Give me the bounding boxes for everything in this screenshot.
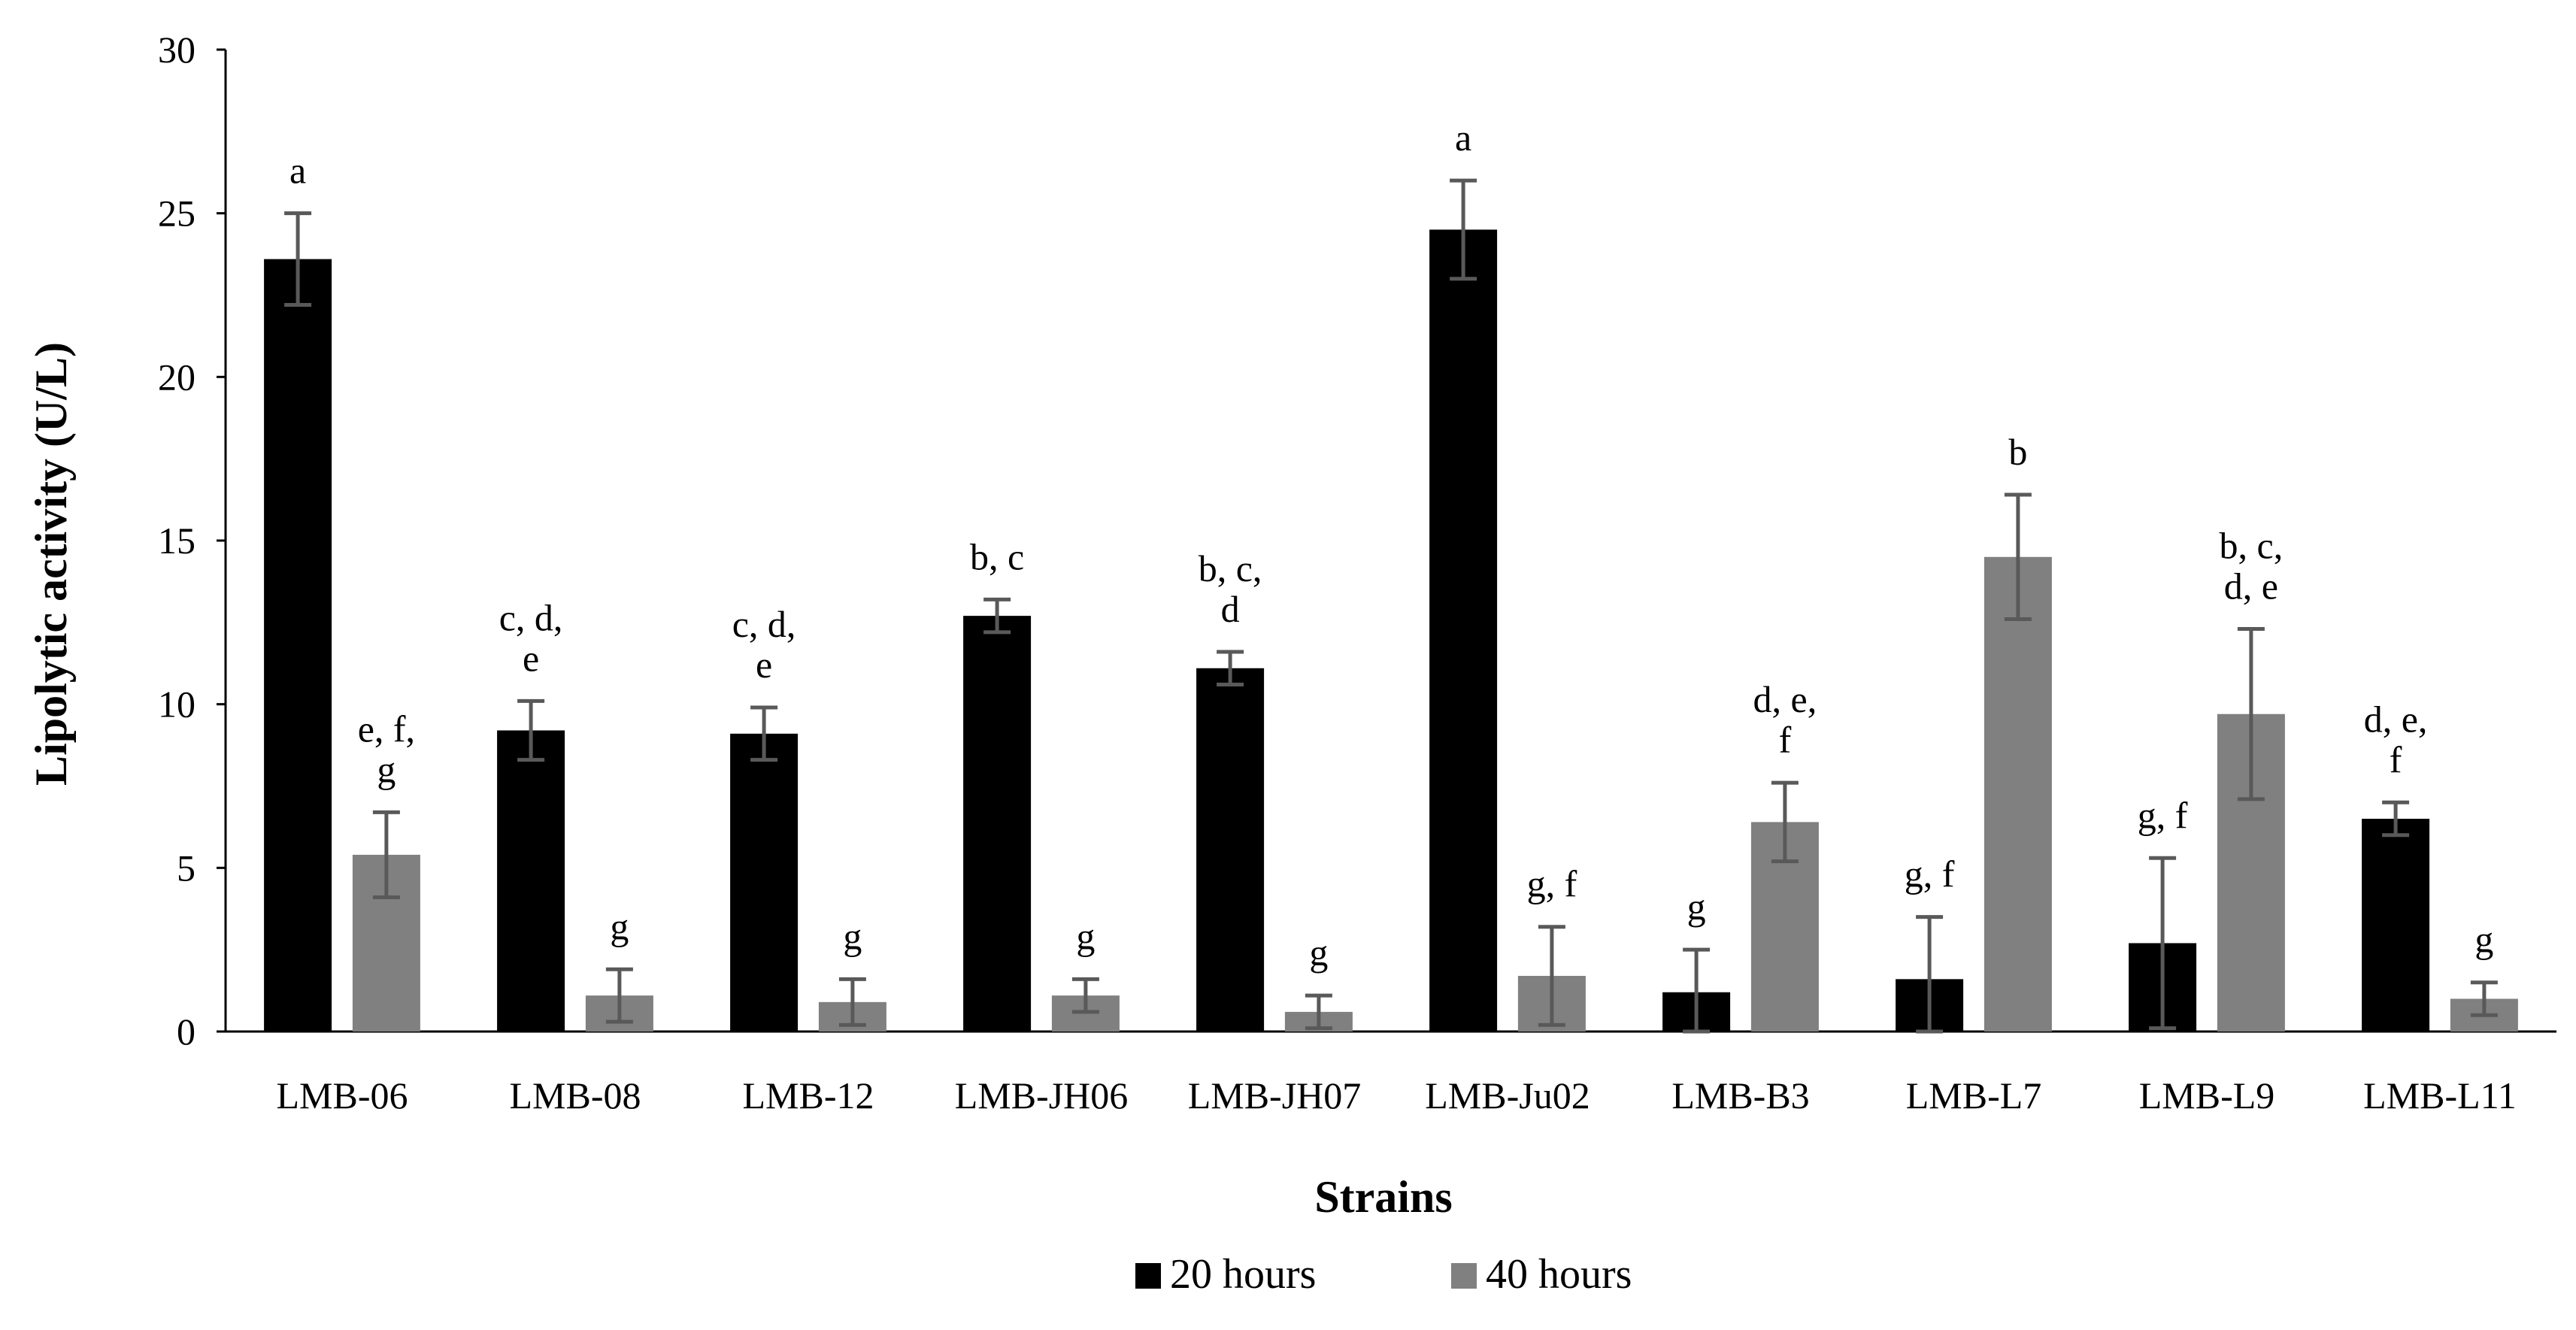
significance-label: f bbox=[1779, 719, 1792, 761]
x-tick-label: LMB-Ju02 bbox=[1425, 1074, 1590, 1116]
significance-label: a bbox=[1455, 117, 1471, 159]
y-tick-label: 20 bbox=[158, 356, 195, 398]
significance-label: g bbox=[377, 748, 395, 790]
significance-label: c, d, bbox=[732, 603, 796, 645]
significance-label: a bbox=[289, 150, 306, 192]
significance-label: d, e bbox=[2224, 565, 2278, 607]
y-tick-label: 30 bbox=[158, 29, 195, 71]
significance-label: d, e, bbox=[1753, 678, 1817, 720]
x-tick-label: LMB-L9 bbox=[2139, 1074, 2275, 1116]
bar bbox=[497, 730, 565, 1032]
significance-label: d, e, bbox=[2364, 698, 2428, 740]
significance-label: g bbox=[1076, 915, 1095, 957]
plot-area: 0 5 10 15 20 25 30 LMB-06 LMB-08 LMB-12 LMB-JH06 LM… bbox=[158, 29, 2556, 1116]
x-tick-label: LMB-12 bbox=[743, 1074, 874, 1116]
significance-label: b, c, bbox=[2220, 525, 2284, 567]
significance-label: e bbox=[523, 637, 539, 679]
x-tick-label: LMB-L7 bbox=[1906, 1074, 2042, 1116]
legend-label-20-hours: 20 hours bbox=[1170, 1251, 1316, 1298]
significance-label: c, d, bbox=[499, 596, 563, 638]
y-tick-label: 10 bbox=[158, 683, 195, 726]
significance-label: g, f bbox=[1905, 853, 1955, 895]
x-tick-label: LMB-06 bbox=[277, 1074, 408, 1116]
bar bbox=[730, 733, 799, 1032]
bar bbox=[264, 259, 332, 1032]
significance-label: g bbox=[843, 915, 862, 957]
bar bbox=[1196, 668, 1265, 1032]
significance-label: g, f bbox=[2138, 794, 2188, 836]
significance-label: d bbox=[1221, 588, 1240, 630]
legend-swatch-40-hours bbox=[1451, 1263, 1477, 1289]
significance-label: f bbox=[2390, 738, 2402, 780]
significance-label: b bbox=[2008, 431, 2027, 473]
y-axis-title: Lipolytic activity (U/L) bbox=[26, 342, 76, 786]
y-tick-label: 5 bbox=[177, 847, 195, 889]
bar bbox=[963, 616, 1032, 1032]
significance-label: g bbox=[610, 905, 629, 947]
significance-label: e bbox=[756, 644, 772, 686]
x-axis-title: Strains bbox=[1314, 1172, 1452, 1222]
y-tick-label: 25 bbox=[158, 192, 195, 235]
bar bbox=[1984, 556, 2052, 1032]
x-tick-label: LMB-JH06 bbox=[955, 1074, 1129, 1116]
significance-label: g bbox=[1687, 886, 1706, 928]
legend-label-40-hours: 40 hours bbox=[1486, 1251, 1632, 1298]
y-tick-label: 15 bbox=[158, 520, 195, 562]
x-tick-label: LMB-JH07 bbox=[1188, 1074, 1362, 1116]
legend: 20 hours 40 hours bbox=[1135, 1251, 1632, 1298]
x-tick-label: LMB-L11 bbox=[2363, 1074, 2517, 1116]
significance-label: b, c bbox=[970, 535, 1024, 577]
x-tick-label: LMB-B3 bbox=[1671, 1074, 1809, 1116]
y-tick-label: 0 bbox=[177, 1010, 195, 1053]
significance-label: b, c, bbox=[1199, 547, 1262, 589]
significance-label: g bbox=[2474, 919, 2493, 961]
bar bbox=[1429, 229, 1498, 1032]
bar bbox=[2362, 819, 2430, 1032]
x-tick-label: LMB-08 bbox=[510, 1074, 641, 1116]
significance-label: e, f, bbox=[358, 707, 415, 750]
significance-label: g bbox=[1309, 932, 1328, 974]
legend-swatch-20-hours bbox=[1135, 1263, 1161, 1289]
significance-label: g, f bbox=[1527, 863, 1577, 905]
